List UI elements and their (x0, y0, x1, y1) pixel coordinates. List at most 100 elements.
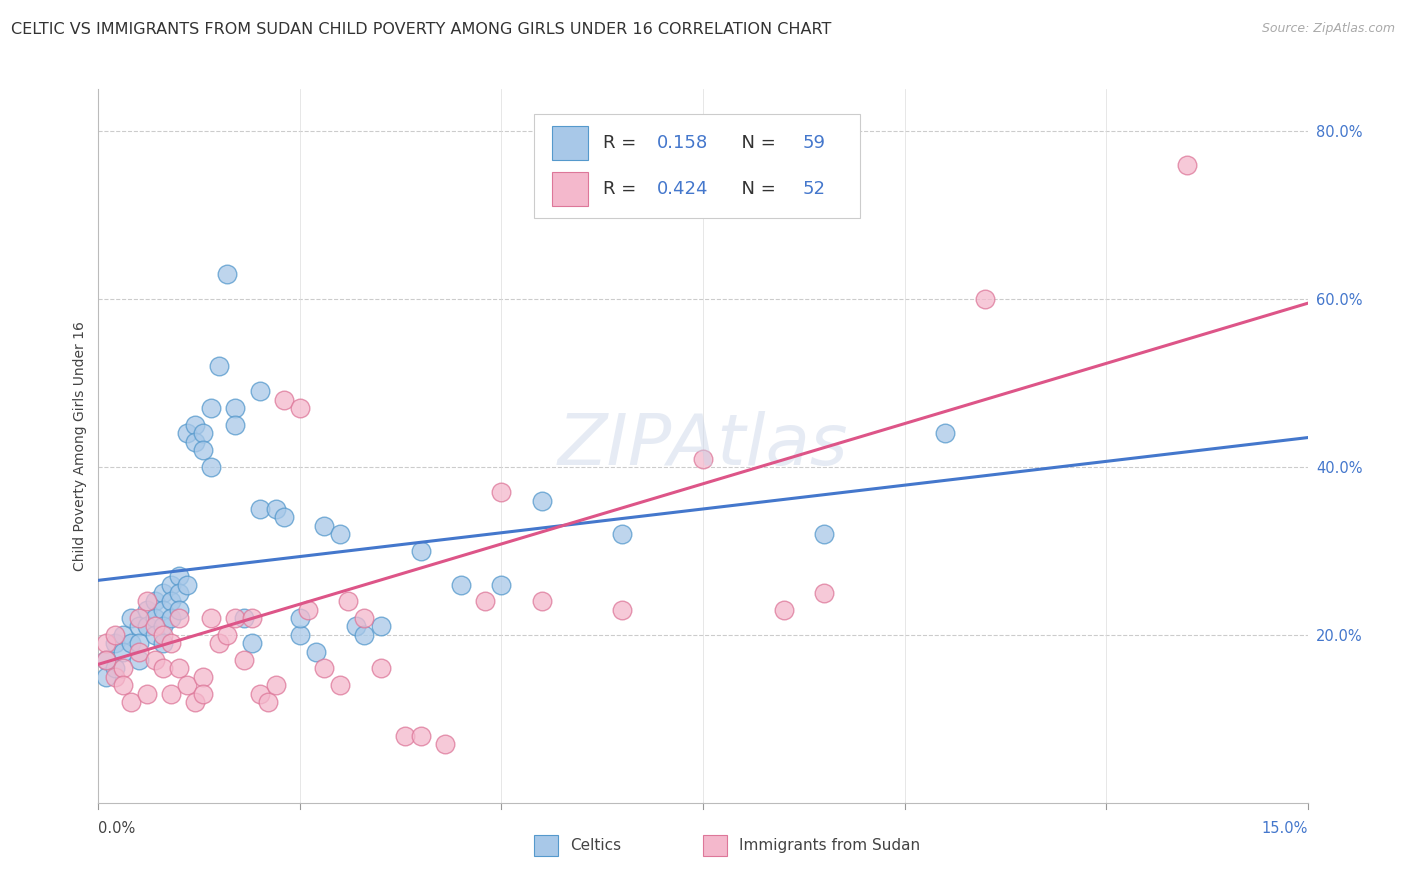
Point (128, 619, 150, 633)
Point (450, 577, 472, 591)
Point (813, 527, 835, 541)
Point (249, 384, 271, 399)
Point (314, 518, 336, 533)
Text: N =: N = (730, 134, 782, 152)
FancyBboxPatch shape (534, 835, 558, 856)
Point (167, 569, 190, 583)
Point (530, 493, 553, 508)
Point (128, 653, 150, 667)
Point (208, 359, 231, 374)
Text: ZIPAtlas: ZIPAtlas (558, 411, 848, 481)
Point (143, 619, 166, 633)
Point (111, 645, 134, 659)
Point (193, 426, 215, 441)
Point (167, 586, 190, 600)
Point (160, 687, 183, 701)
Point (200, 611, 222, 625)
Point (160, 636, 183, 650)
Point (176, 678, 198, 692)
Text: 52: 52 (803, 180, 825, 198)
Point (224, 611, 246, 625)
Point (111, 628, 134, 642)
Point (474, 594, 496, 608)
Point (176, 577, 198, 591)
Point (409, 729, 432, 743)
Text: 0.158: 0.158 (657, 134, 709, 152)
Point (329, 678, 352, 692)
Point (152, 586, 174, 600)
Text: 15.0%: 15.0% (1261, 821, 1308, 836)
Point (370, 661, 392, 675)
Point (974, 292, 997, 306)
Point (184, 695, 207, 709)
Point (103, 661, 125, 675)
Point (160, 594, 183, 608)
Point (491, 485, 513, 500)
Y-axis label: Child Poverty Among Girls Under 16: Child Poverty Among Girls Under 16 (73, 321, 87, 571)
Point (152, 636, 174, 650)
Point (152, 603, 174, 617)
Point (370, 619, 392, 633)
Point (96, 653, 118, 667)
Point (337, 594, 360, 608)
Point (200, 401, 222, 416)
Point (264, 502, 287, 516)
Text: R =: R = (603, 134, 641, 152)
Point (232, 611, 254, 625)
Point (184, 417, 207, 432)
Point (232, 653, 254, 667)
Point (135, 687, 157, 701)
Point (128, 611, 150, 625)
Point (103, 670, 125, 684)
Point (111, 678, 134, 692)
Point (273, 510, 295, 524)
FancyBboxPatch shape (703, 835, 727, 856)
Point (297, 603, 319, 617)
Point (167, 661, 190, 675)
Text: Celtics: Celtics (569, 838, 621, 853)
Point (224, 401, 246, 416)
Point (143, 611, 166, 625)
Point (329, 527, 352, 541)
Text: Immigrants from Sudan: Immigrants from Sudan (740, 838, 921, 853)
Point (692, 451, 714, 466)
Point (96, 653, 118, 667)
Point (128, 645, 150, 659)
Point (135, 594, 157, 608)
Text: 0.0%: 0.0% (98, 821, 135, 836)
Point (103, 636, 125, 650)
Point (305, 645, 328, 659)
FancyBboxPatch shape (551, 172, 588, 206)
Point (184, 434, 207, 449)
Text: 59: 59 (803, 134, 825, 152)
Point (344, 619, 367, 633)
Point (143, 594, 166, 608)
Point (167, 603, 190, 617)
Text: 0.424: 0.424 (657, 180, 709, 198)
Point (193, 443, 215, 458)
Point (1175, 158, 1198, 172)
Point (353, 628, 375, 642)
Point (353, 611, 375, 625)
Point (96, 670, 118, 684)
Point (135, 619, 157, 633)
Point (208, 636, 231, 650)
Text: R =: R = (603, 180, 641, 198)
Point (120, 695, 142, 709)
Point (264, 678, 287, 692)
Point (111, 661, 134, 675)
Point (217, 628, 239, 642)
Point (217, 267, 239, 281)
Point (256, 695, 278, 709)
Point (167, 611, 190, 625)
Point (394, 729, 416, 743)
Point (160, 611, 183, 625)
Point (273, 392, 295, 407)
Point (176, 426, 198, 441)
Point (96, 636, 118, 650)
Point (434, 737, 457, 751)
Point (143, 653, 166, 667)
FancyBboxPatch shape (551, 126, 588, 160)
Point (409, 544, 432, 558)
Point (240, 611, 263, 625)
